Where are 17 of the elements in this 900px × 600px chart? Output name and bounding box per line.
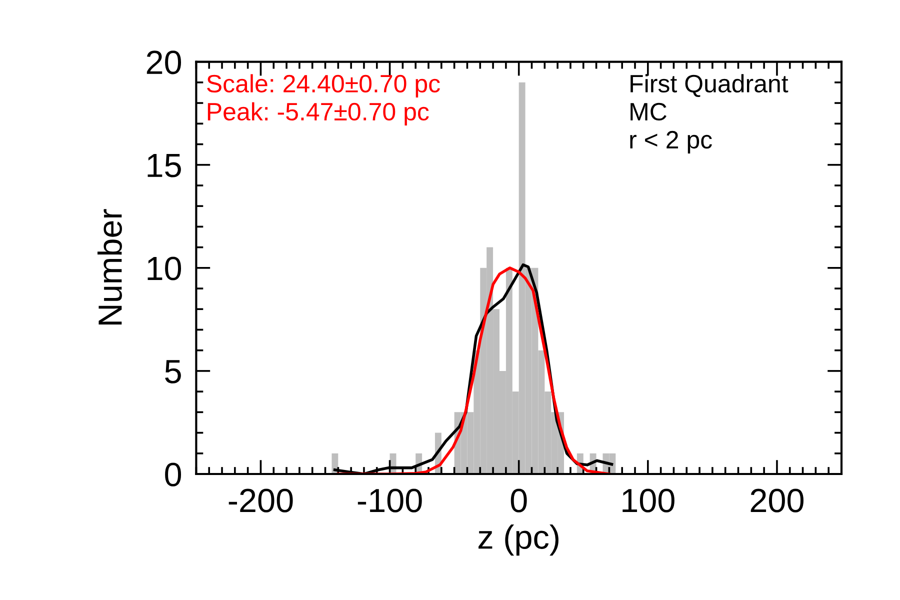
y-tick-label: 0 [165,462,182,486]
x-tick-label: 0 [510,488,527,512]
annotation: First Quadrant [630,74,788,98]
y-tick-label: 20 [146,50,182,74]
x-axis-title: z (pc) [478,524,558,556]
x-tick-label: 200 [750,488,804,512]
y-tick-label: 10 [148,256,182,280]
x-tick-label: -100 [358,488,422,512]
annotation: Scale: 24.40±0.70 pc [207,74,440,98]
annotation: Peak: -5.47±0.70 pc [208,102,429,126]
annotation: r < 2 pc [630,130,712,154]
annotation: MC [630,102,666,121]
x-tick-label: -200 [228,488,293,512]
y-tick-label: 15 [148,154,181,178]
y-axis-title: Number [98,209,122,324]
y-tick-label: 5 [165,360,181,384]
x-tick-label: 100 [622,488,674,512]
